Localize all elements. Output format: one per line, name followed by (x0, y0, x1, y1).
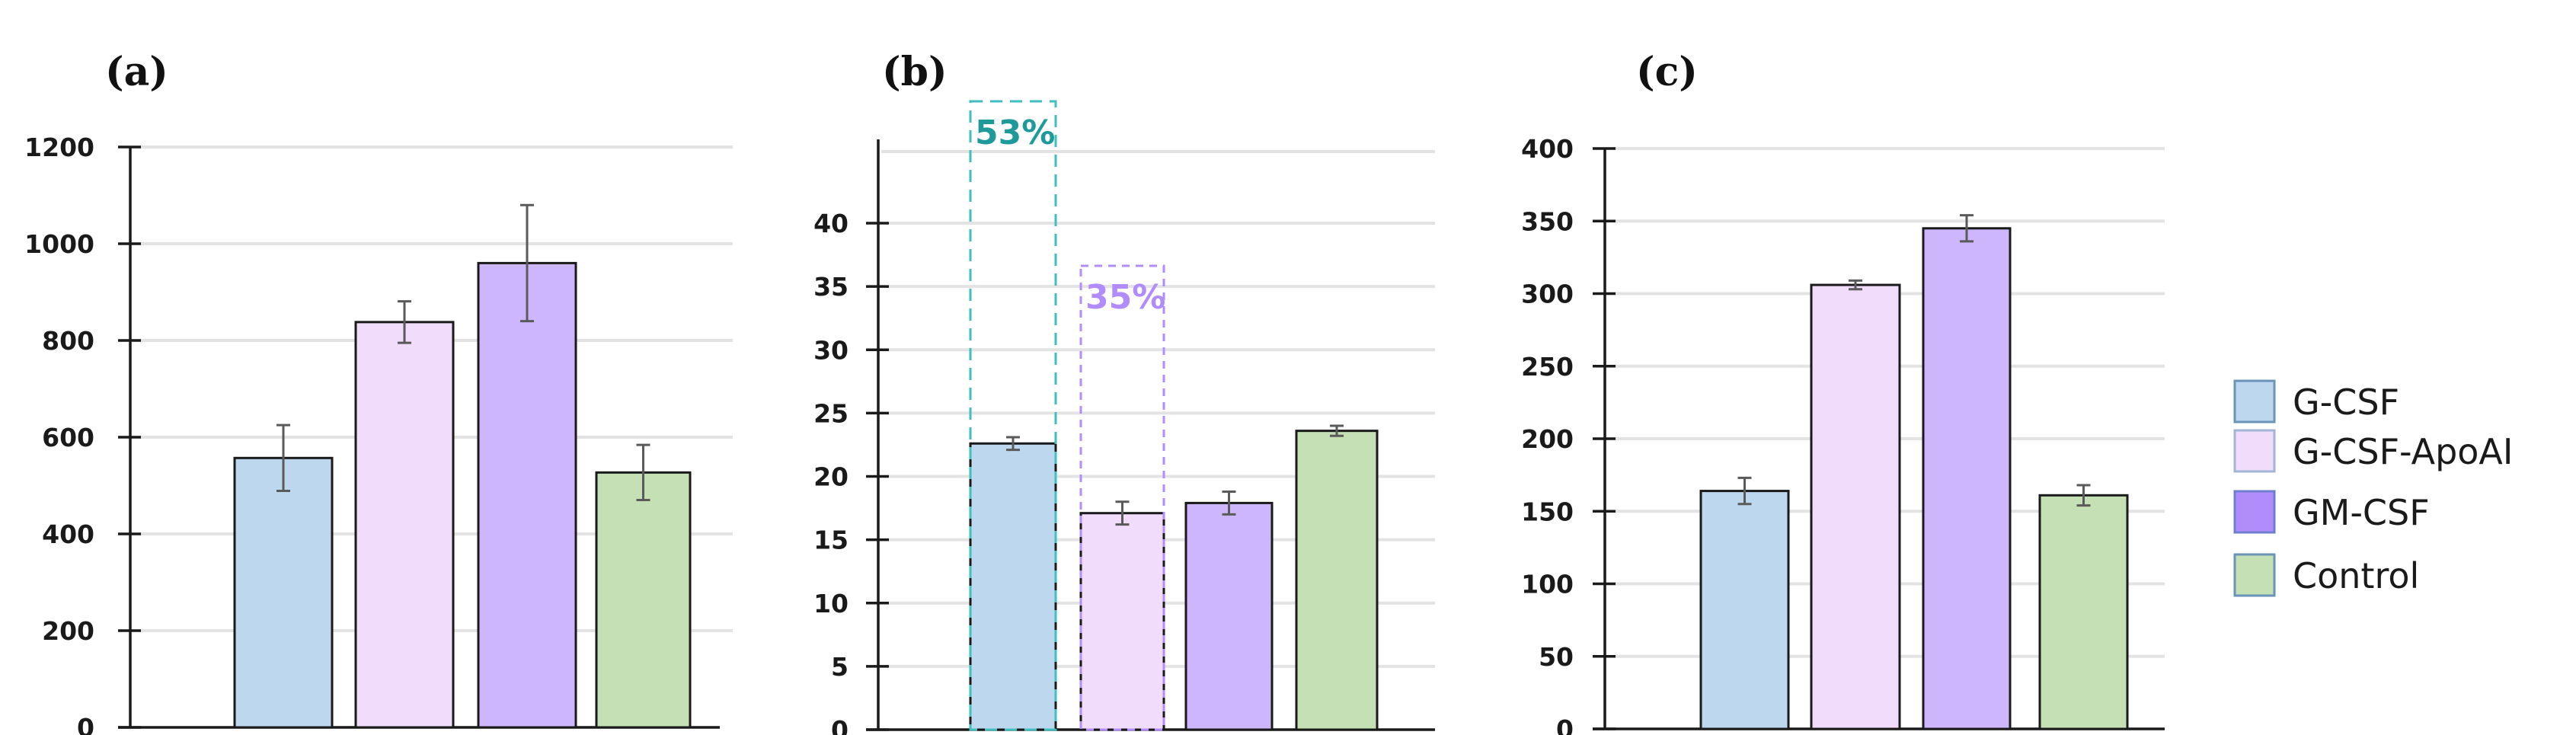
legend-swatch-g-csf (2233, 379, 2276, 423)
bar-g-csf (233, 456, 334, 729)
y-tick-label: 0 (1556, 714, 1574, 735)
bar-gm-csf (1922, 227, 2012, 730)
y-tick-label: 10 (813, 589, 849, 618)
y-tick-label: 100 (1521, 570, 1574, 599)
y-tick-label: 250 (1521, 352, 1574, 382)
y-tick-label: 200 (1521, 424, 1574, 454)
panel-b-chart: (b) 0 5 10 15 20 25 30 35 40 53% 35% (813, 49, 1435, 735)
legend-swatch-g-csf-apoai (2233, 429, 2276, 473)
y-tick-label: 30 (813, 335, 849, 365)
y-tick-label: 1000 (24, 229, 94, 259)
y-tick-label: 20 (813, 462, 849, 492)
y-tick-label: 15 (813, 526, 849, 555)
panel-label: (a) (105, 49, 168, 95)
y-tick-label: 400 (1521, 134, 1574, 164)
legend-label: GM-CSF (2293, 492, 2430, 533)
panel-a-chart: (a) 0 200 400 600 800 1000 1200 (24, 49, 733, 735)
y-tick-label: 300 (1521, 280, 1574, 309)
annotation-box (969, 100, 1057, 731)
y-tick-label: 400 (42, 519, 94, 549)
bar-control (1295, 430, 1379, 731)
y-tick-label: 5 (831, 652, 849, 682)
annotation-box (1079, 264, 1165, 731)
y-tick-label: 800 (42, 326, 94, 356)
legend-label: Control (2293, 555, 2419, 596)
legend-swatch-control (2233, 553, 2276, 597)
panel-c-chart: (c) 0 50 100 150 200 250 300 350 400 (1521, 49, 2165, 735)
bar-gm-csf (477, 261, 577, 729)
panel-label: (c) (1636, 49, 1698, 95)
y-tick-label: 50 (1539, 642, 1574, 672)
bar-gm-csf (1184, 501, 1274, 731)
bar-g-csf-apoai (354, 321, 455, 729)
y-tick-label: 150 (1521, 497, 1574, 526)
y-tick-label: 40 (813, 209, 849, 238)
bar-control (2038, 494, 2129, 730)
annotation-label: 53% (975, 113, 1055, 152)
bar-g-csf-apoai (1079, 512, 1165, 731)
y-tick-label: 200 (42, 616, 94, 646)
y-tick-label: 35 (813, 272, 849, 302)
panel-label: (b) (882, 49, 948, 95)
legend: G-CSF G-CSF-ApoAI GM-CSF Control (2233, 379, 2513, 597)
y-tick-label: 0 (831, 715, 849, 735)
y-tick-label: 25 (813, 398, 849, 428)
legend-label: G-CSF (2293, 382, 2399, 423)
y-tick-label: 0 (77, 713, 94, 735)
legend-label: G-CSF-ApoAI (2293, 431, 2513, 472)
bar-control (595, 471, 692, 729)
bar-g-csf (1699, 490, 1790, 730)
bar-g-csf (969, 442, 1057, 731)
y-tick-label: 600 (42, 423, 94, 452)
legend-swatch-gm-csf (2233, 490, 2276, 534)
y-tick-label: 1200 (24, 133, 94, 162)
y-tick-label: 350 (1521, 206, 1574, 236)
bar-g-csf-apoai (1810, 283, 1901, 730)
annotation-label: 35% (1085, 278, 1165, 317)
